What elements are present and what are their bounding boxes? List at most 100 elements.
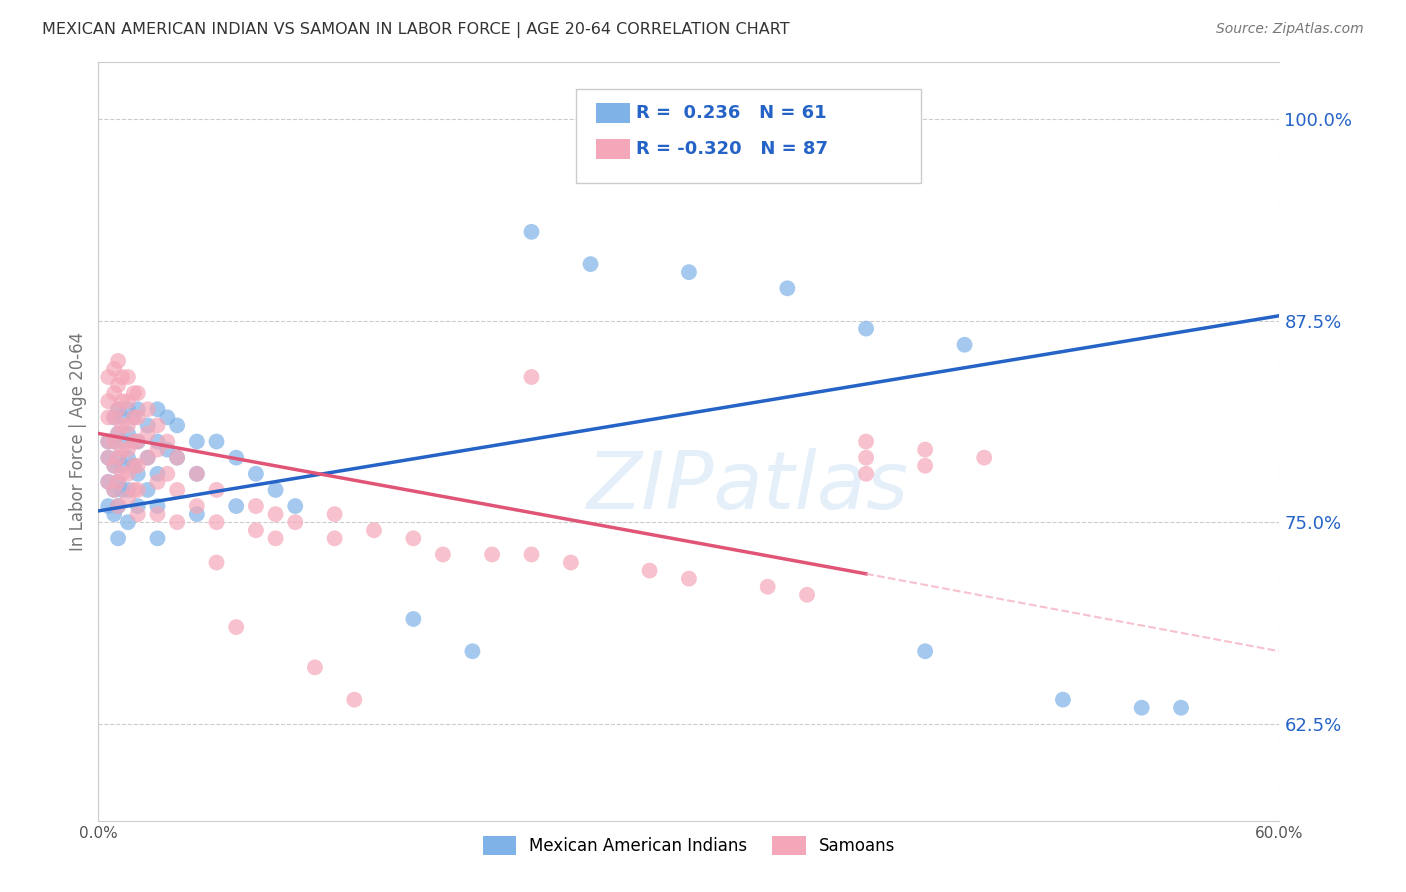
Point — [855, 321, 877, 335]
Point — [520, 548, 543, 562]
Point — [103, 386, 125, 401]
Point — [186, 434, 208, 449]
Point — [97, 434, 120, 449]
Point — [111, 483, 134, 497]
Point — [146, 402, 169, 417]
Point — [117, 442, 139, 457]
Point — [97, 394, 120, 409]
Point — [117, 370, 139, 384]
Point — [107, 402, 129, 417]
Point — [146, 475, 169, 489]
Point — [103, 483, 125, 497]
Point — [117, 483, 139, 497]
Text: Source: ZipAtlas.com: Source: ZipAtlas.com — [1216, 22, 1364, 37]
Point — [205, 515, 228, 529]
Point — [122, 458, 145, 473]
Point — [1052, 692, 1074, 706]
Point — [264, 483, 287, 497]
Point — [166, 515, 188, 529]
Point — [186, 507, 208, 521]
Point — [127, 458, 149, 473]
Point — [156, 467, 179, 481]
Point — [225, 499, 247, 513]
Point — [914, 644, 936, 658]
Point — [481, 548, 503, 562]
Point — [111, 442, 134, 457]
Point — [103, 362, 125, 376]
Point — [122, 434, 145, 449]
Point — [97, 434, 120, 449]
Point — [107, 354, 129, 368]
Point — [432, 548, 454, 562]
Point — [914, 442, 936, 457]
Point — [136, 402, 159, 417]
Point — [245, 523, 267, 537]
Point — [103, 458, 125, 473]
Point — [103, 434, 125, 449]
Point — [117, 418, 139, 433]
Point — [127, 410, 149, 425]
Point — [103, 434, 125, 449]
Point — [678, 572, 700, 586]
Point — [146, 418, 169, 433]
Point — [136, 483, 159, 497]
Point — [107, 426, 129, 441]
Point — [855, 450, 877, 465]
Point — [107, 402, 129, 417]
Point — [560, 556, 582, 570]
Point — [146, 434, 169, 449]
Point — [914, 458, 936, 473]
Point — [127, 507, 149, 521]
Point — [103, 410, 125, 425]
Point — [363, 523, 385, 537]
Point — [122, 410, 145, 425]
Point — [97, 499, 120, 513]
Point — [461, 644, 484, 658]
Point — [122, 458, 145, 473]
Point — [225, 450, 247, 465]
Text: R =  0.236   N = 61: R = 0.236 N = 61 — [636, 104, 827, 122]
Point — [186, 467, 208, 481]
Point — [103, 458, 125, 473]
Point — [186, 467, 208, 481]
Point — [103, 507, 125, 521]
Point — [146, 499, 169, 513]
Point — [1130, 700, 1153, 714]
Point — [796, 588, 818, 602]
Point — [579, 257, 602, 271]
Y-axis label: In Labor Force | Age 20-64: In Labor Force | Age 20-64 — [69, 332, 87, 551]
Point — [678, 265, 700, 279]
Point — [107, 532, 129, 546]
Point — [973, 450, 995, 465]
Point — [343, 692, 366, 706]
Point — [107, 426, 129, 441]
Point — [97, 370, 120, 384]
Point — [284, 515, 307, 529]
Point — [136, 450, 159, 465]
Point — [156, 442, 179, 457]
Point — [186, 499, 208, 513]
Point — [127, 483, 149, 497]
Point — [776, 281, 799, 295]
Point — [117, 467, 139, 481]
Point — [117, 426, 139, 441]
Point — [107, 499, 129, 513]
Point — [284, 499, 307, 513]
Point — [111, 418, 134, 433]
Point — [97, 450, 120, 465]
Point — [205, 556, 228, 570]
Point — [1170, 700, 1192, 714]
Point — [638, 564, 661, 578]
Point — [146, 532, 169, 546]
Point — [127, 386, 149, 401]
Point — [156, 434, 179, 449]
Point — [402, 612, 425, 626]
Point — [107, 499, 129, 513]
Point — [264, 507, 287, 521]
Point — [103, 410, 125, 425]
Point — [402, 532, 425, 546]
Text: ZIPatlas: ZIPatlas — [586, 448, 910, 526]
Point — [146, 442, 169, 457]
Point — [97, 475, 120, 489]
Point — [855, 467, 877, 481]
